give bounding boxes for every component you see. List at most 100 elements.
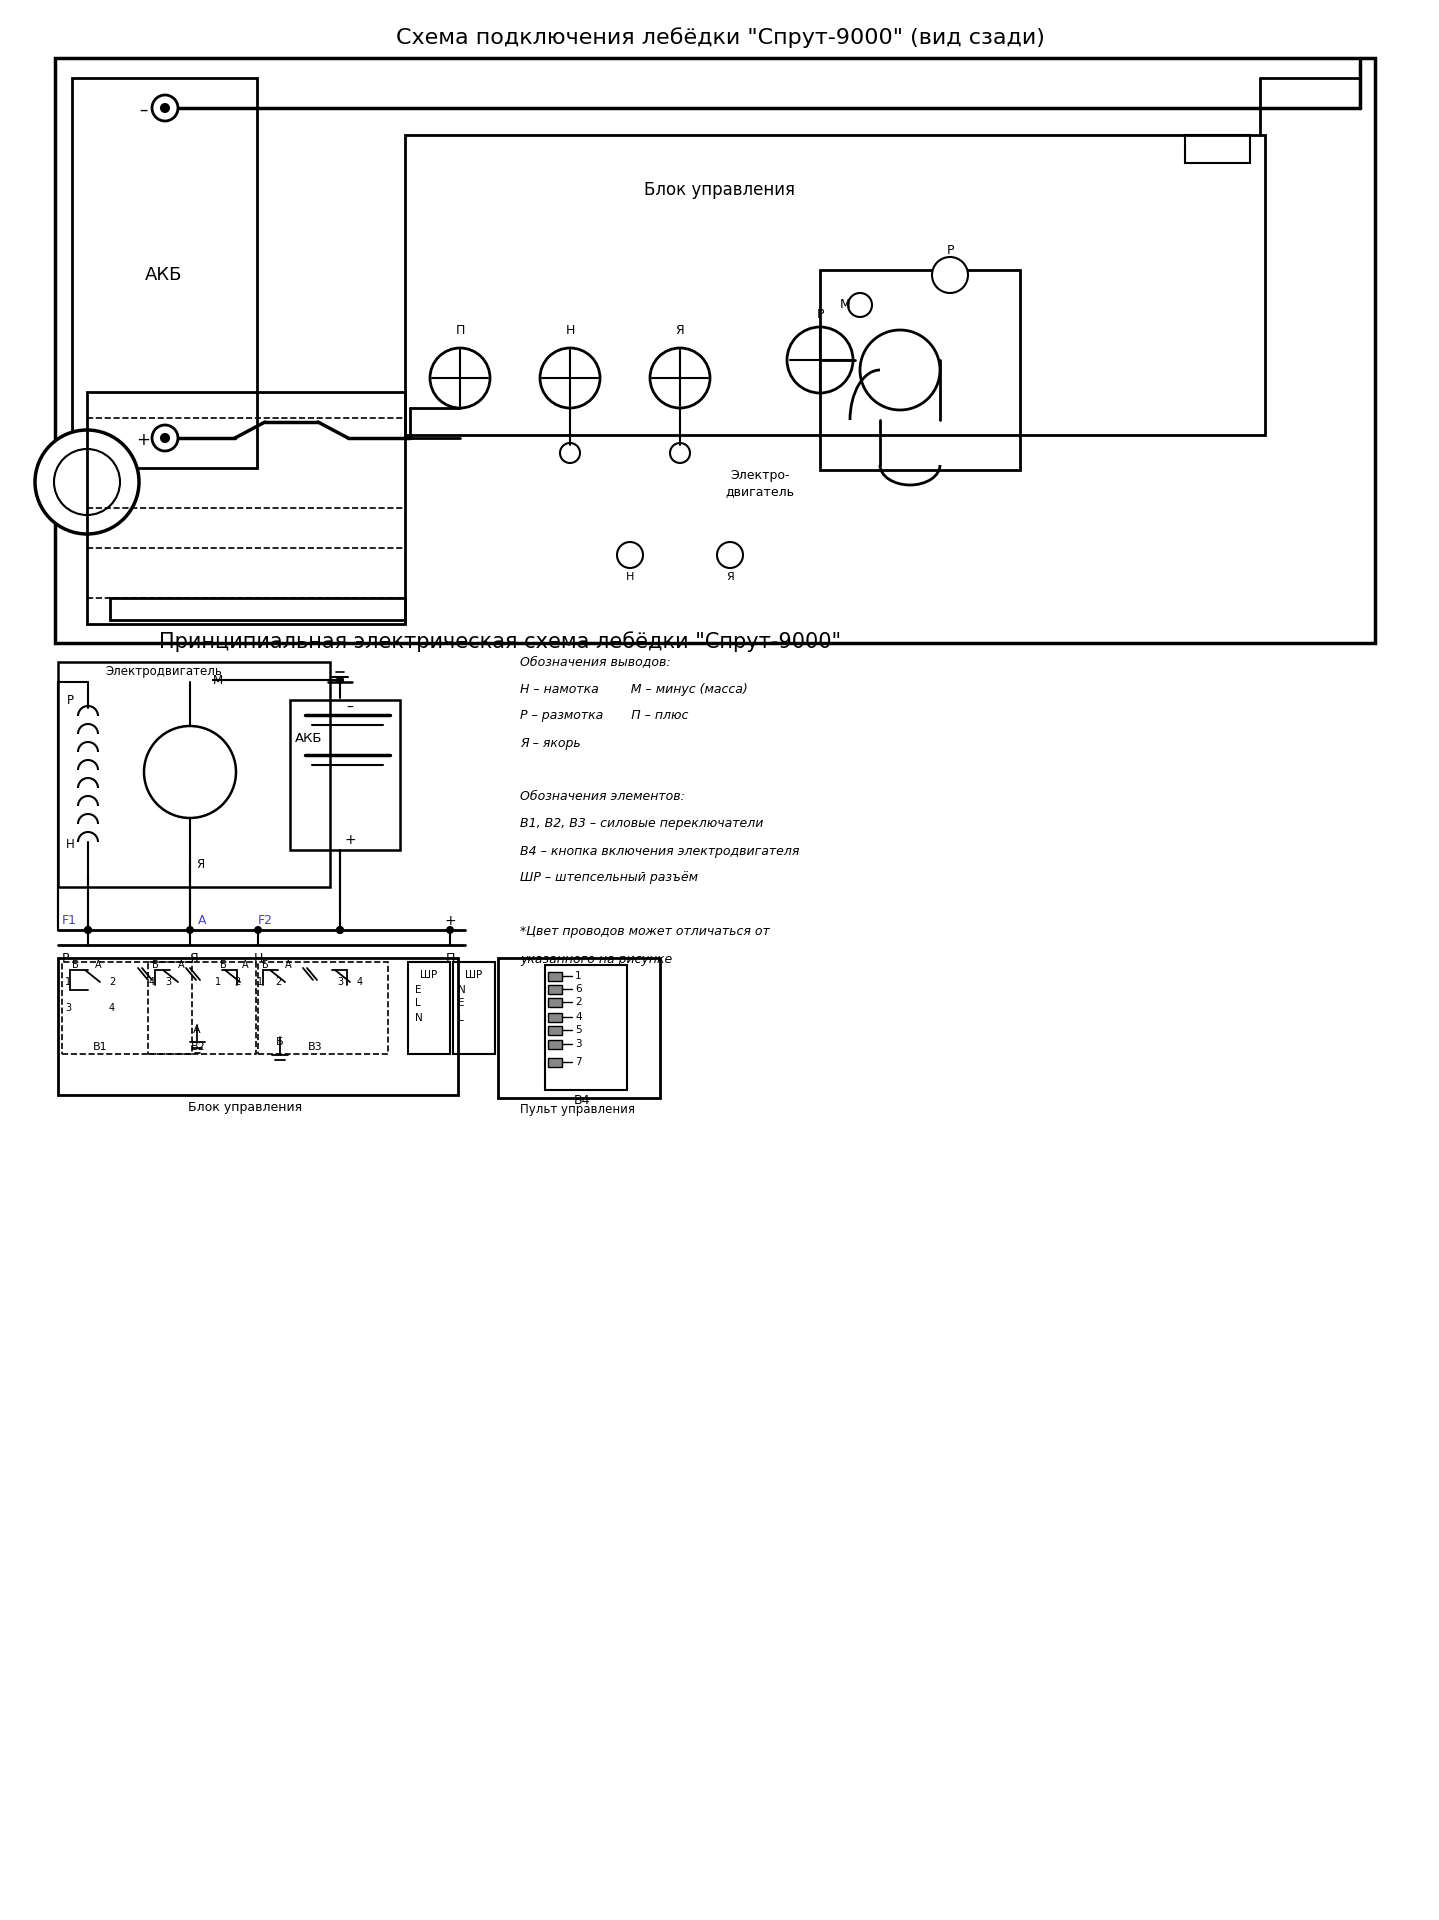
Text: 7: 7 [576, 1058, 581, 1068]
Text: указанного на рисунке: указанного на рисунке [519, 952, 672, 966]
Bar [58, 662, 330, 887]
Text: А: А [285, 960, 292, 970]
Text: F2: F2 [258, 914, 273, 927]
Circle shape [55, 449, 119, 515]
Bar [72, 79, 258, 468]
Bar [258, 962, 389, 1054]
Text: 4: 4 [150, 977, 155, 987]
Text: Б: Б [276, 1037, 283, 1046]
Circle shape [83, 925, 92, 933]
Text: 5: 5 [576, 1025, 581, 1035]
Text: 1: 1 [576, 972, 581, 981]
Text: Н: Н [626, 572, 635, 582]
Circle shape [540, 348, 600, 409]
Text: 4: 4 [357, 977, 363, 987]
Text: E: E [458, 998, 465, 1008]
Text: 3: 3 [65, 1002, 71, 1014]
Text: 2: 2 [576, 996, 581, 1006]
Text: Р: Р [62, 952, 69, 964]
Circle shape [335, 925, 344, 933]
Bar [62, 962, 191, 1054]
Text: Блок управления: Блок управления [189, 1100, 302, 1114]
Text: А: А [95, 960, 102, 970]
Text: А: А [197, 914, 206, 927]
Text: 2: 2 [275, 977, 281, 987]
Text: Схема подключения лебёдки "Спрут-9000" (вид сзади): Схема подключения лебёдки "Спрут-9000" (… [396, 27, 1045, 48]
Circle shape [650, 348, 709, 409]
Bar [409, 962, 450, 1054]
Text: –: – [138, 102, 147, 119]
Text: –: – [347, 701, 354, 714]
Text: Б: Б [153, 960, 158, 970]
Text: Б: Б [220, 960, 227, 970]
Text: N: N [414, 1014, 423, 1023]
Text: L: L [458, 1014, 463, 1023]
Text: П: П [455, 323, 465, 336]
Circle shape [787, 326, 853, 394]
Text: В1: В1 [92, 1043, 108, 1052]
Bar [58, 958, 458, 1094]
Bar [548, 1041, 563, 1048]
Circle shape [153, 424, 178, 451]
Text: В4: В4 [574, 1094, 590, 1106]
Text: В3: В3 [308, 1043, 322, 1052]
Text: Н: Н [566, 323, 574, 336]
Text: 2: 2 [109, 977, 115, 987]
Text: 6: 6 [576, 983, 581, 995]
Text: Пульт управления: Пульт управления [521, 1104, 636, 1117]
Text: двигатель: двигатель [725, 486, 794, 499]
Text: В1, В2, В3 – силовые переключатели: В1, В2, В3 – силовые переключатели [519, 818, 763, 831]
Bar [820, 271, 1020, 470]
Bar [404, 134, 1265, 436]
Text: А: А [178, 960, 184, 970]
Circle shape [161, 434, 168, 442]
Text: Обозначения элементов:: Обозначения элементов: [519, 791, 685, 803]
Circle shape [848, 294, 872, 317]
Circle shape [671, 444, 689, 463]
Text: ШР: ШР [420, 970, 437, 979]
Bar [55, 58, 1376, 643]
Bar [453, 962, 495, 1054]
Bar [545, 966, 627, 1091]
Circle shape [255, 925, 262, 933]
Text: А: А [193, 1025, 201, 1035]
Bar [291, 701, 400, 851]
Text: Н: Н [66, 839, 75, 851]
Text: +: + [445, 914, 456, 927]
Text: 4: 4 [109, 1002, 115, 1014]
Circle shape [430, 348, 491, 409]
Text: Б: Б [72, 960, 79, 970]
Text: Р – размотка       П – плюс: Р – размотка П – плюс [519, 710, 688, 722]
Text: Обозначения выводов:: Обозначения выводов: [519, 655, 671, 668]
Bar [548, 1025, 563, 1035]
Bar [86, 392, 404, 624]
Bar [498, 958, 661, 1098]
Circle shape [560, 444, 580, 463]
Text: М: М [840, 298, 850, 311]
Text: 3: 3 [576, 1039, 581, 1048]
Text: Я – якорь: Я – якорь [519, 737, 581, 749]
Text: Я: Я [196, 858, 204, 872]
Text: F1: F1 [62, 914, 78, 927]
Text: +: + [344, 833, 355, 847]
Text: 3: 3 [165, 977, 171, 987]
Bar [548, 1014, 563, 1021]
Circle shape [335, 925, 344, 933]
Text: В2: В2 [190, 1043, 206, 1052]
Text: Н: Н [253, 952, 263, 964]
Circle shape [161, 104, 168, 111]
Circle shape [446, 925, 453, 933]
Text: ШР – штепсельный разъём: ШР – штепсельный разъём [519, 872, 698, 885]
Text: +: + [137, 430, 150, 449]
Circle shape [861, 330, 940, 411]
Text: N: N [458, 985, 466, 995]
Text: Я: Я [676, 323, 685, 336]
Text: 1: 1 [65, 977, 71, 987]
Text: Р: Р [947, 244, 954, 257]
Text: М: М [213, 674, 223, 687]
Text: Принципиальная электрическая схема лебёдки "Спрут-9000": Принципиальная электрическая схема лебёд… [158, 632, 840, 653]
Bar [1184, 134, 1250, 163]
Text: L: L [414, 998, 420, 1008]
Bar [548, 972, 563, 981]
Text: 2: 2 [235, 977, 240, 987]
